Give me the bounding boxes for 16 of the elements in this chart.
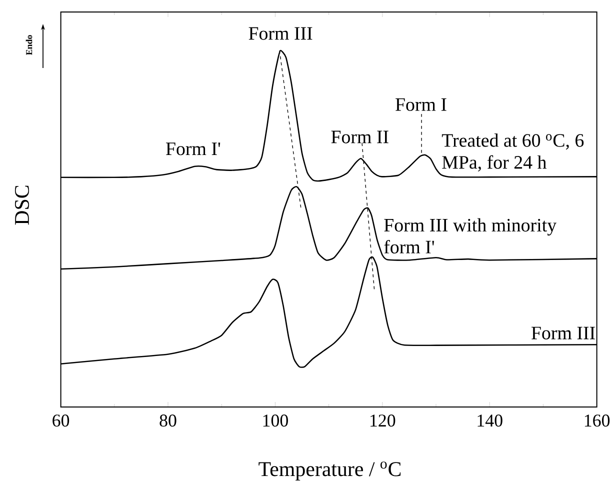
series-label: Form III xyxy=(531,326,595,340)
x-tick-label: 140 xyxy=(478,414,502,427)
series-label: Treated at 60 $^{o}$C, 6 MPa, for 24 h xyxy=(442,134,584,172)
annotation: Form I' xyxy=(166,142,220,156)
annotation: Form I xyxy=(396,98,446,111)
text: Form III xyxy=(248,27,312,40)
y-axis-title: DSC xyxy=(14,186,30,225)
x-tick-label: 80 xyxy=(160,414,176,427)
x-axis-title: Temperature / $^{o}$C xyxy=(258,462,401,480)
x-tick-label: 100 xyxy=(263,414,288,427)
annotation: Form II xyxy=(331,130,388,144)
series-label: Form III with minority form I' xyxy=(384,218,557,254)
x-tick-label: 120 xyxy=(370,414,396,427)
x-tick-label: 160 xyxy=(584,414,610,427)
text: Endo xyxy=(26,35,32,56)
x-tick-label: 60 xyxy=(52,414,70,427)
